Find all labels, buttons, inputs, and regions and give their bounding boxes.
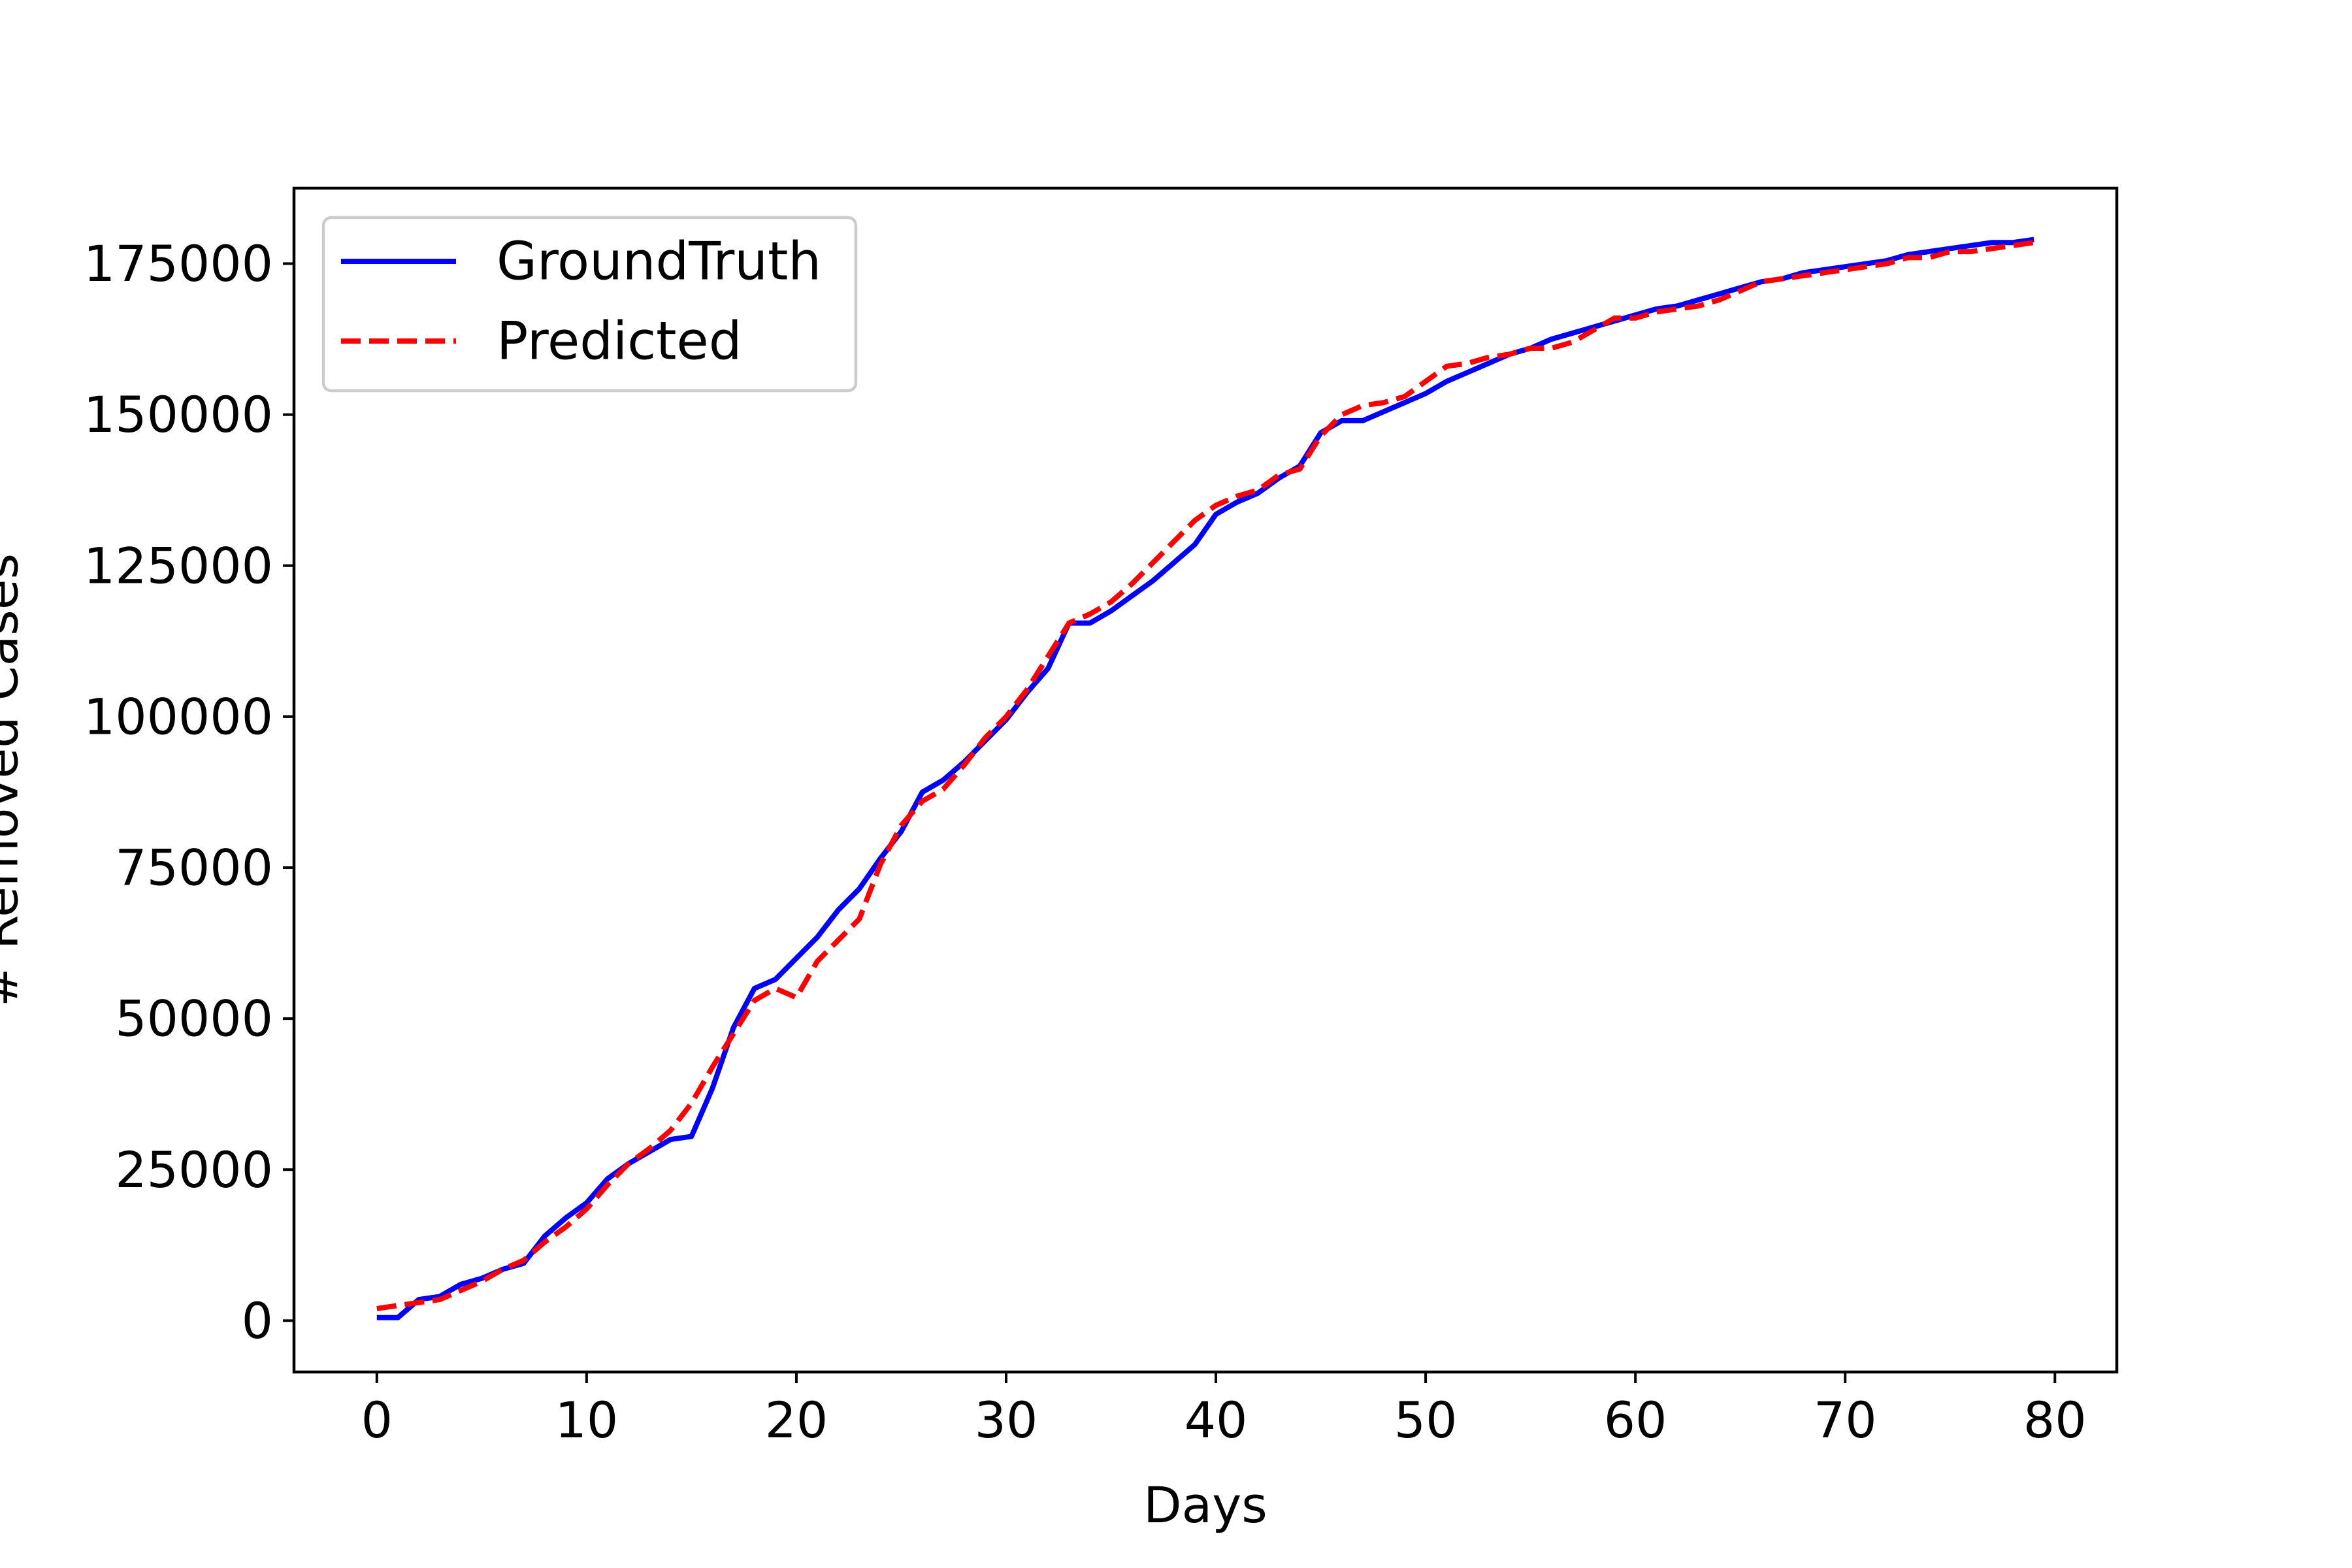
legend-label-groundtruth: GroundTruth [497,231,821,292]
x-axis-title: Days [1143,1476,1267,1534]
x-tick-label: 70 [1814,1391,1877,1449]
y-tick-label: 0 [242,1292,273,1350]
x-tick-label: 60 [1604,1391,1667,1449]
x-tick-label: 30 [975,1391,1038,1449]
x-tick-label: 80 [2023,1391,2087,1449]
y-tick-label: 175000 [84,235,273,293]
y-axis: 0 25000 50000 75000 100000 125000 150000 175000 [84,235,294,1350]
legend-label-predicted: Predicted [497,311,742,372]
legend: GroundTruth Predicted [321,216,858,393]
x-axis: 0 10 20 30 40 50 60 70 80 [361,1372,2087,1449]
y-tick-label: 150000 [84,385,273,444]
series-line-groundtruth [376,237,2034,1320]
y-axis-title: # Removed Cases [0,553,29,1007]
plot-series [376,237,2034,1320]
plot-frame [292,186,2119,1374]
x-tick-label: 50 [1394,1391,1458,1449]
legend-box [321,216,858,393]
y-tick-label: 125000 [84,536,273,595]
x-tick-label: 0 [361,1391,393,1449]
y-tick-label: 25000 [115,1141,273,1199]
x-tick-label: 20 [765,1391,828,1449]
y-tick-label: 100000 [84,687,273,745]
y-tick-label: 75000 [115,839,273,897]
x-tick-label: 10 [555,1391,619,1449]
y-tick-label: 50000 [115,990,273,1048]
x-tick-label: 40 [1184,1391,1248,1449]
